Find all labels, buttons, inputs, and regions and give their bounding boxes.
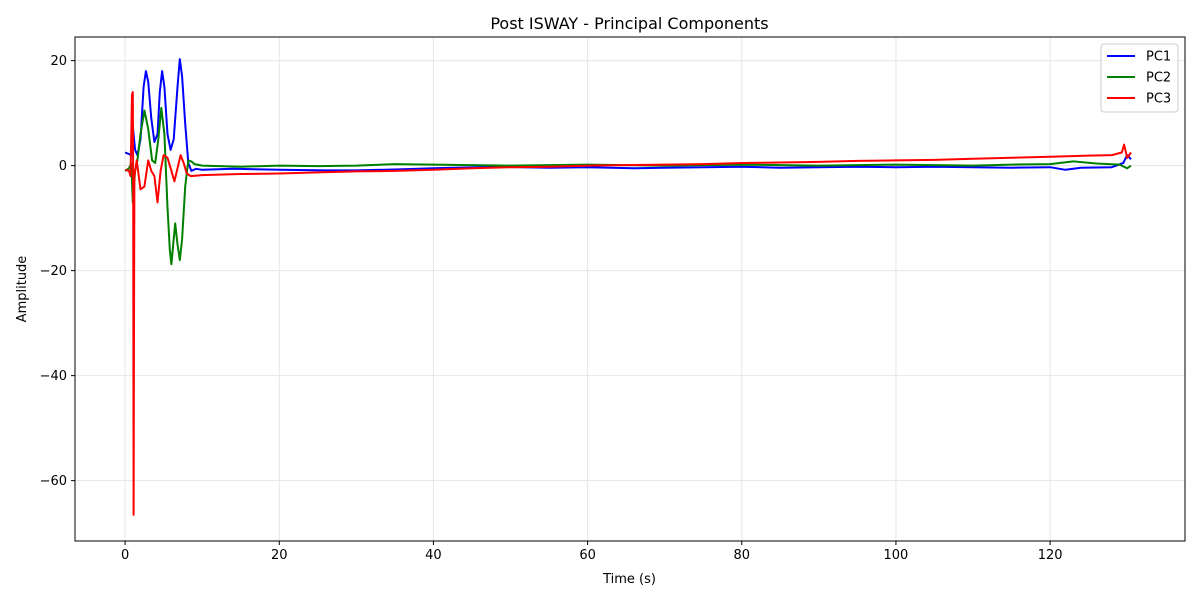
x-tick-label: 0: [121, 548, 129, 563]
x-tick-label: 80: [733, 548, 750, 563]
x-tick-label: 100: [884, 548, 909, 563]
y-tick-label: −60: [40, 474, 67, 489]
chart-title: Post ISWAY - Principal Components: [490, 14, 768, 33]
legend-label-pc3: PC3: [1146, 92, 1171, 107]
x-tick-label: 20: [271, 548, 288, 563]
legend-label-pc2: PC2: [1146, 71, 1171, 86]
series-line-pc1: [124, 58, 1132, 172]
y-tick-label: 20: [50, 54, 67, 69]
x-tick-label: 120: [1038, 548, 1063, 563]
series-layer: [124, 58, 1132, 516]
legend: PC1 PC2 PC3: [1100, 43, 1179, 113]
y-tick-label: 0: [59, 159, 67, 174]
legend-frame: [1100, 43, 1179, 113]
x-tick-label: 60: [579, 548, 596, 563]
series-line-pc2: [124, 106, 1132, 266]
x-axis-label: Time (s): [602, 572, 656, 587]
y-axis-label: Amplitude: [15, 256, 30, 323]
ticks-layer: 0 20 40 60 80 100 120 20 0 −20 −40 −60: [40, 54, 1063, 563]
series-line-pc3: [124, 91, 1132, 516]
legend-label-pc1: PC1: [1146, 50, 1171, 65]
y-tick-label: −40: [40, 369, 67, 384]
plot-frame: [74, 36, 1186, 542]
x-tick-label: 40: [425, 548, 442, 563]
y-tick-label: −20: [40, 264, 67, 279]
